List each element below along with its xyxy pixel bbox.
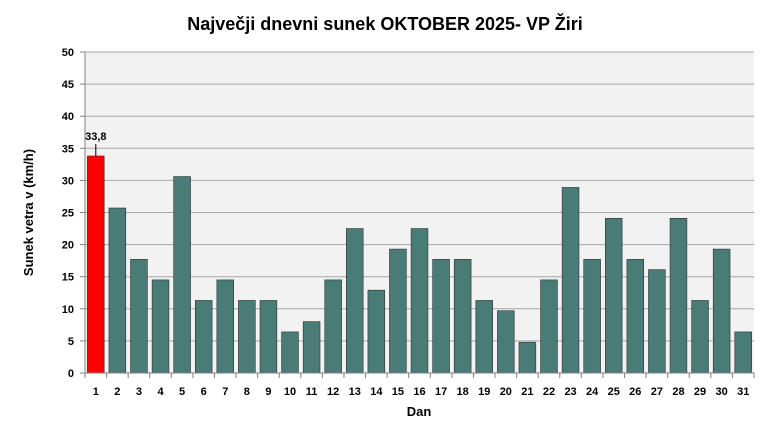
y-tick-label: 5 <box>68 336 74 348</box>
chart-title: Največji dnevni sunek OKTOBER 2025- VP Ž… <box>187 13 582 34</box>
y-tick-label: 20 <box>62 240 74 252</box>
bar <box>346 228 364 374</box>
x-tick-labels: 1 2 3 4 5 6 7 8 9 10 11 12 13 14 15 16 17 18 19 20 21 22 23 24 2… <box>93 386 750 398</box>
x-tick-label: 6 <box>201 386 207 398</box>
x-tick-label: 31 <box>737 386 749 398</box>
y-tick-label: 35 <box>62 143 74 155</box>
x-tick-label: 19 <box>478 386 490 398</box>
x-tick-label: 23 <box>564 386 576 398</box>
x-tick-label: 2 <box>114 386 120 398</box>
y-tick-label: 50 <box>62 47 74 59</box>
x-tick-label: 26 <box>629 386 641 398</box>
x-tick-label: 1 <box>93 386 99 398</box>
x-tick-label: 4 <box>157 386 164 398</box>
y-tick-label: 15 <box>62 272 74 284</box>
x-tick-label: 13 <box>349 386 361 398</box>
annotations: 33,8 <box>85 131 107 157</box>
x-tick-label: 20 <box>500 386 512 398</box>
bar <box>626 259 645 374</box>
bar <box>216 279 234 374</box>
y-tick-label: 45 <box>62 79 74 91</box>
bar <box>561 187 580 374</box>
bar-max <box>87 155 105 374</box>
x-tick-label: 3 <box>136 386 142 398</box>
y-tick-label: 10 <box>62 304 74 316</box>
bar <box>540 279 558 374</box>
bar <box>605 217 623 374</box>
x-tick-label: 28 <box>672 386 684 398</box>
bar <box>497 310 515 374</box>
bar <box>648 269 666 374</box>
y-axis-title: Sunek vetra v (km/h) <box>21 149 36 276</box>
x-axis-title: Dan <box>407 404 432 419</box>
y-tick-label: 30 <box>62 175 74 187</box>
bar <box>302 321 321 374</box>
x-tick-label: 7 <box>222 386 228 398</box>
x-tick-label: 10 <box>284 386 296 398</box>
bar <box>281 331 299 374</box>
x-tick-label: 27 <box>651 386 663 398</box>
bar <box>173 176 191 374</box>
x-tick-label: 25 <box>608 386 620 398</box>
bars <box>87 155 752 374</box>
y-tick-label: 40 <box>62 111 74 123</box>
bar <box>324 279 342 374</box>
bar <box>367 289 386 374</box>
max-data-label: 33,8 <box>85 131 106 143</box>
x-tick-label: 21 <box>521 386 533 398</box>
bar <box>583 259 601 374</box>
bar <box>151 279 170 374</box>
bar <box>453 259 472 374</box>
x-tick-label: 24 <box>586 386 599 398</box>
y-tick-label: 0 <box>68 368 74 380</box>
x-tick-label: 17 <box>435 386 447 398</box>
x-tick-label: 12 <box>327 386 339 398</box>
bar <box>108 207 127 374</box>
bar <box>734 331 752 374</box>
bar <box>475 300 493 374</box>
x-tick-label: 18 <box>457 386 469 398</box>
x-tick-label: 14 <box>370 386 383 398</box>
x-tick-label: 5 <box>179 386 185 398</box>
bar <box>389 248 407 374</box>
x-tick-label: 16 <box>413 386 425 398</box>
x-tick-label: 29 <box>694 386 706 398</box>
bar <box>259 300 278 374</box>
bar <box>518 341 537 374</box>
axes <box>80 51 755 378</box>
bar <box>691 300 709 374</box>
bar <box>194 300 213 374</box>
y-tick-labels: 0 5 10 15 20 25 30 35 40 45 50 <box>62 47 74 380</box>
bar <box>669 217 688 374</box>
bar <box>432 259 450 374</box>
bar <box>712 248 731 374</box>
x-tick-label: 22 <box>543 386 555 398</box>
x-tick-label: 9 <box>265 386 271 398</box>
x-tick-label: 11 <box>306 386 318 398</box>
bar <box>130 259 148 374</box>
bar <box>238 300 256 374</box>
x-tick-label: 8 <box>244 386 250 398</box>
y-tick-label: 25 <box>62 208 74 220</box>
x-tick-label: 15 <box>392 386 404 398</box>
bar <box>410 228 429 374</box>
x-tick-label: 30 <box>716 386 728 398</box>
